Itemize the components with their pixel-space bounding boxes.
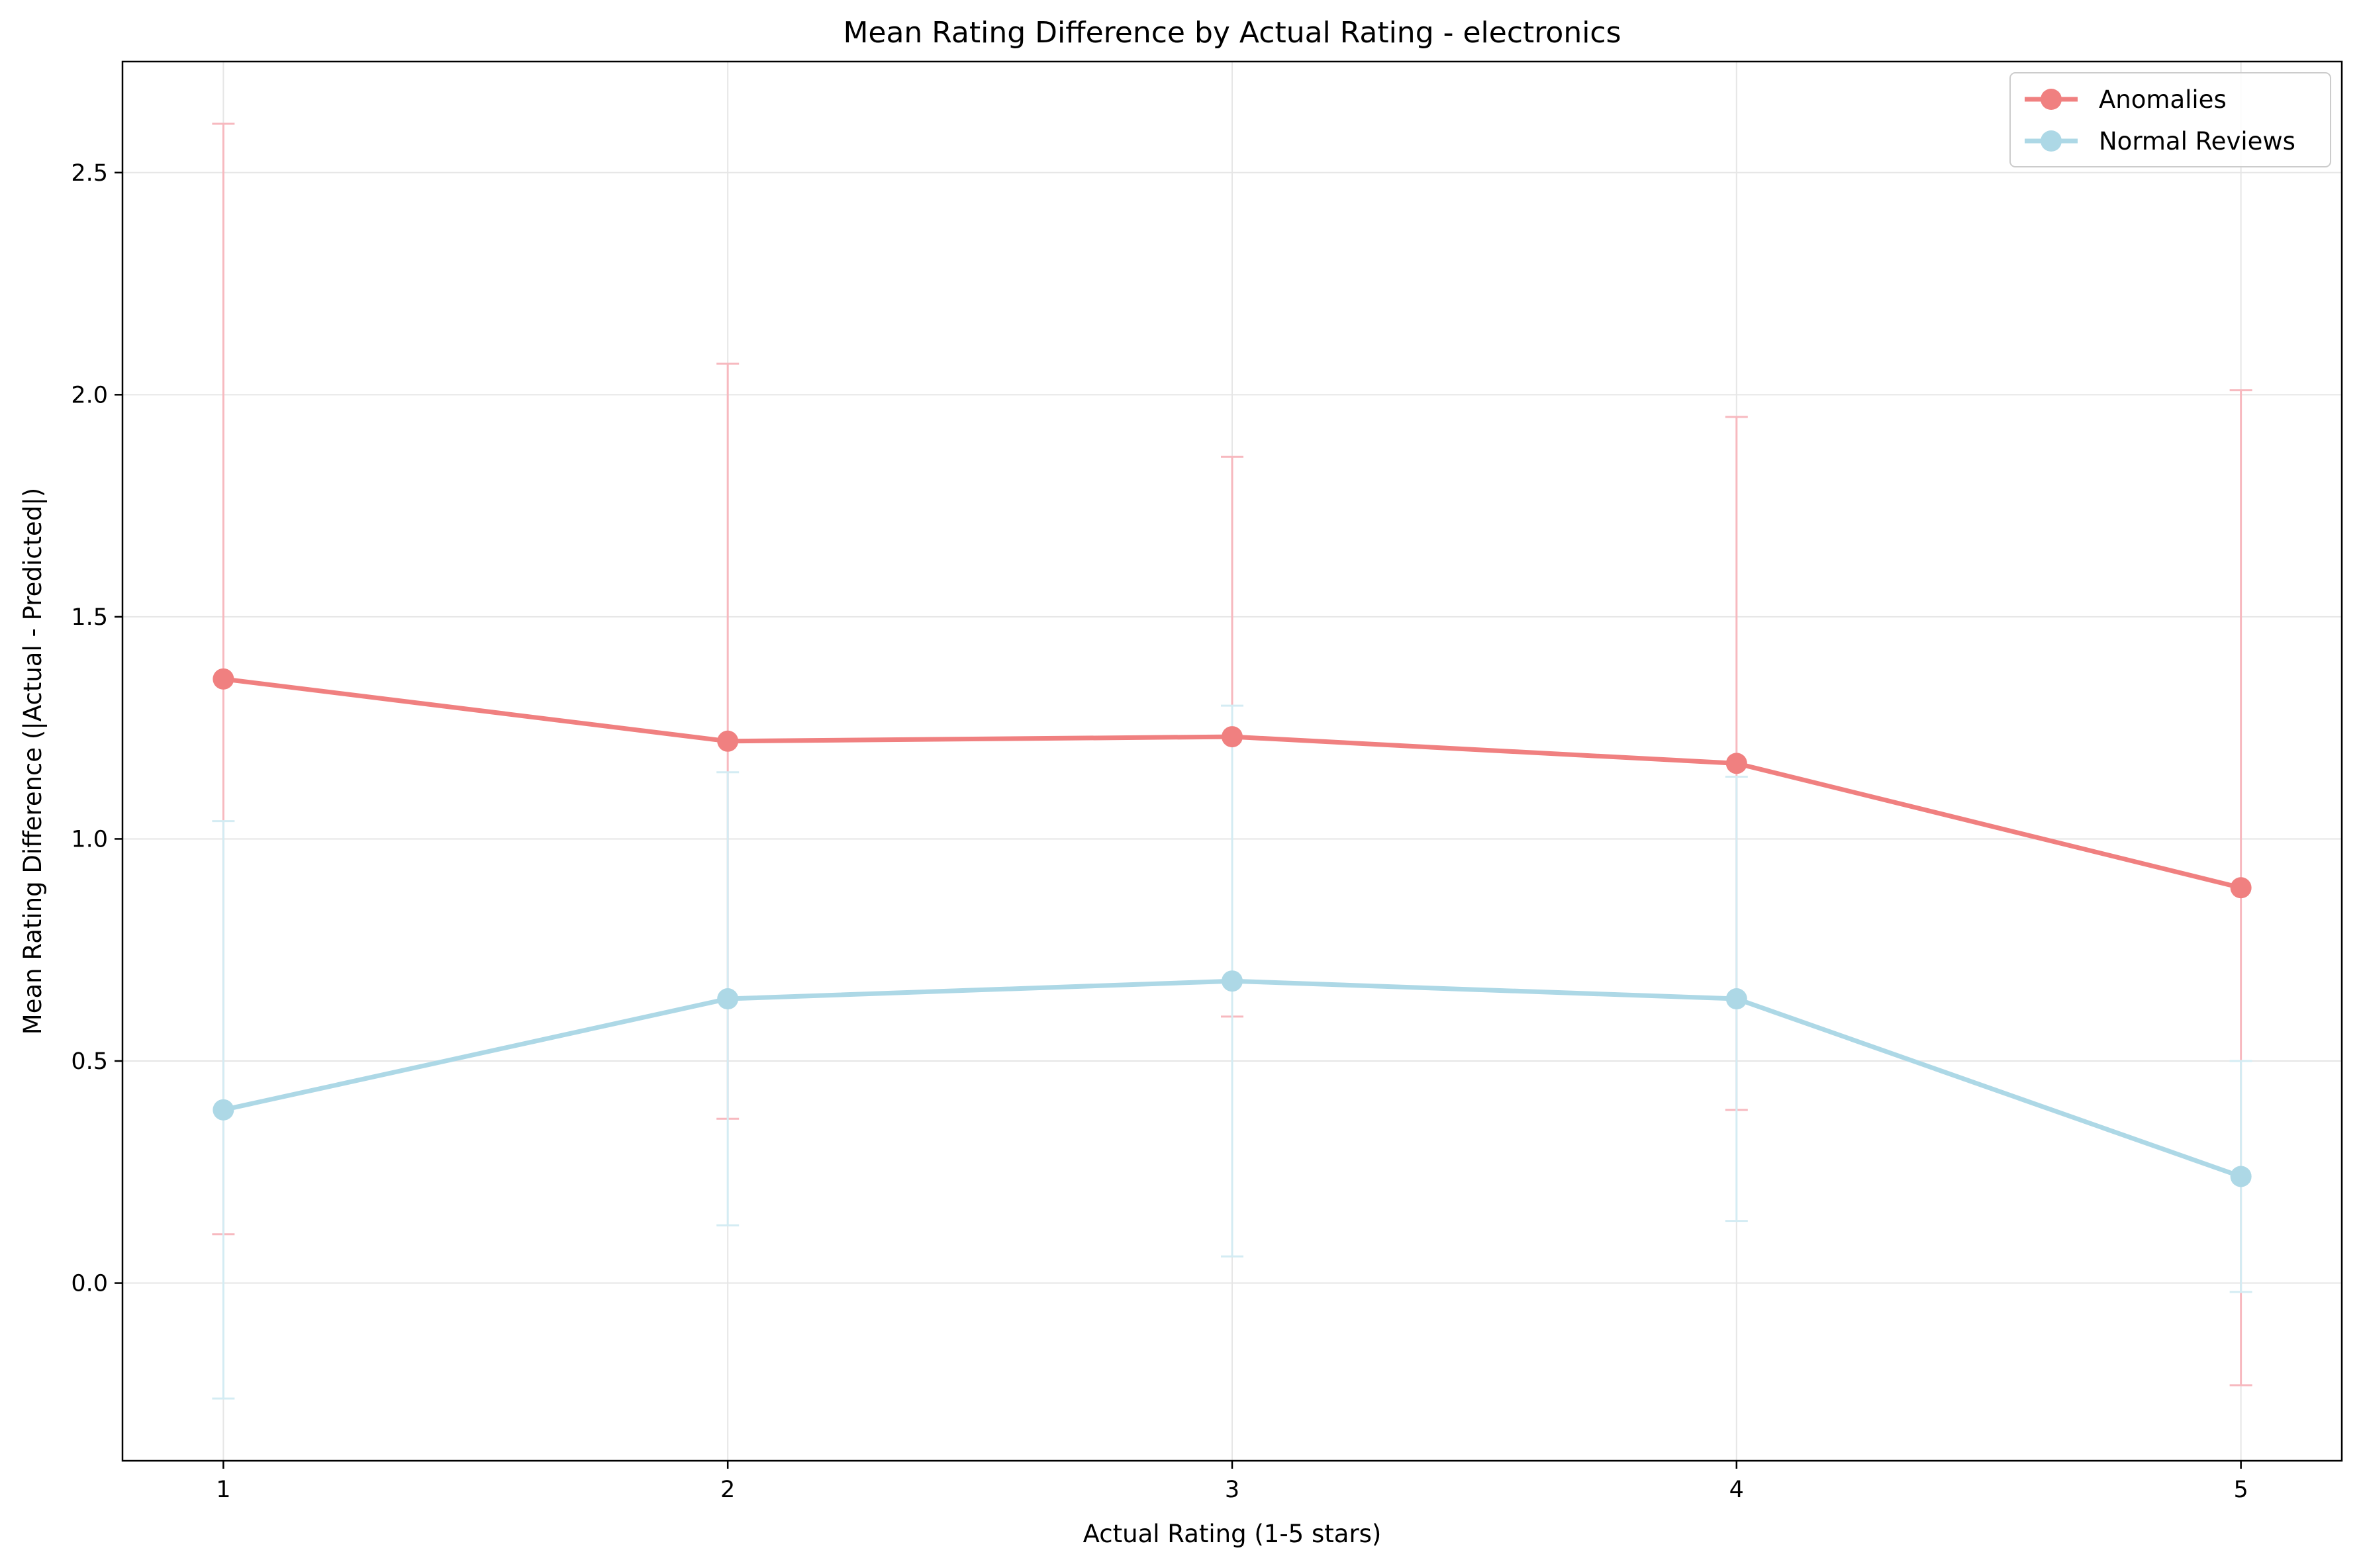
data-point xyxy=(1222,970,1243,992)
x-axis-label: Actual Rating (1-5 stars) xyxy=(1083,1520,1382,1548)
y-tick-label: 2.5 xyxy=(71,160,108,187)
y-tick-label: 1.0 xyxy=(71,826,108,853)
y-tick-label: 1.5 xyxy=(71,604,108,631)
chart-title: Mean Rating Difference by Actual Rating … xyxy=(843,16,1621,50)
legend-label: Normal Reviews xyxy=(2099,127,2295,156)
x-tick-label: 5 xyxy=(2233,1477,2248,1503)
data-point xyxy=(717,988,739,1010)
y-ticks: 0.0 0.5 1.0 1.5 2.0 2.5 xyxy=(71,160,122,1297)
data-point xyxy=(2230,1166,2252,1187)
legend-swatch-marker xyxy=(2041,130,2062,152)
y-tick-label: 0.5 xyxy=(71,1048,108,1075)
x-tick-label: 4 xyxy=(1729,1477,1744,1503)
data-point xyxy=(213,668,234,690)
data-point xyxy=(1222,726,1243,748)
x-tick-label: 2 xyxy=(720,1477,735,1503)
data-point xyxy=(2230,877,2252,899)
x-ticks: 1 2 3 4 5 xyxy=(216,1461,2248,1503)
legend-swatch-marker xyxy=(2041,89,2062,110)
data-point xyxy=(1725,988,1747,1010)
legend: Anomalies Normal Reviews xyxy=(2009,72,2331,167)
data-points xyxy=(213,668,2252,1187)
data-point xyxy=(717,730,739,752)
legend-box xyxy=(2009,72,2331,167)
y-tick-label: 2.0 xyxy=(71,382,108,408)
x-tick-label: 3 xyxy=(1225,1477,1239,1503)
x-tick-label: 1 xyxy=(216,1477,230,1503)
y-tick-label: 0.0 xyxy=(71,1271,108,1297)
legend-label: Anomalies xyxy=(2099,85,2227,114)
y-axis-label: Mean Rating Difference (|Actual - Predic… xyxy=(19,488,47,1035)
data-point xyxy=(1725,753,1747,774)
data-point xyxy=(213,1099,234,1121)
